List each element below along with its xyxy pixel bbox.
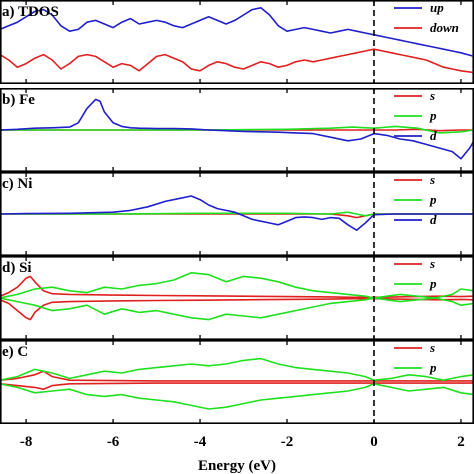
- panel-frame: [0, 339, 474, 424]
- legend-entry-d: d: [394, 212, 437, 227]
- panel-label: e) C: [2, 344, 28, 360]
- x-tick-label: -6: [107, 434, 120, 450]
- x-tick-label: 0: [370, 434, 378, 450]
- legend-label: up: [430, 0, 444, 15]
- series-line-p_down: [0, 297, 474, 321]
- panel-frame: [0, 88, 474, 173]
- legend-entry-p: p: [394, 108, 437, 123]
- legend-entry-s: s: [394, 340, 435, 355]
- x-tick-label: -4: [194, 434, 207, 450]
- legend-entry-s: s: [394, 256, 435, 271]
- panel-2: b) Fe spd: [0, 88, 474, 173]
- series-line-p_down: [0, 383, 474, 410]
- legend-label: p: [429, 108, 437, 123]
- panel-1: a) TDOS up down: [0, 0, 474, 85]
- panel-label: b) Fe: [2, 92, 35, 108]
- legend-label: d: [430, 212, 437, 227]
- legend-label: p: [429, 192, 437, 207]
- series-line-d: [0, 98, 474, 160]
- panel-frame: [0, 255, 474, 340]
- legend-label: s: [429, 88, 435, 103]
- series-line-up: [0, 7, 474, 58]
- legend-label: s: [429, 256, 435, 271]
- legend-entry-p: p: [394, 276, 437, 291]
- x-axis-title: Energy (eV): [198, 458, 276, 474]
- series-line-down: [0, 48, 474, 74]
- x-tick-label: 2: [457, 434, 465, 450]
- panel-label: c) Ni: [2, 176, 32, 192]
- series-line-p: [0, 125, 474, 134]
- legend-entry-p: p: [394, 192, 437, 207]
- series-line-s_down: [0, 297, 474, 321]
- legend-entry-s: s: [394, 172, 435, 187]
- panel-5: e) C sp: [0, 339, 474, 424]
- legend-label: p: [429, 360, 437, 375]
- panel-3: c) Ni spd: [0, 172, 474, 257]
- legend-entry-down: down: [394, 20, 459, 35]
- series-line-s: [0, 275, 474, 299]
- series-line-p: [0, 357, 474, 381]
- legend-label: down: [430, 20, 459, 35]
- panel-frame: [0, 172, 474, 257]
- series-line-s_down: [0, 382, 474, 390]
- legend-entry-p: p: [394, 360, 437, 375]
- legend-label: s: [429, 340, 435, 355]
- panel-label: d) Si: [2, 260, 32, 276]
- series-line-s: [0, 370, 474, 382]
- series-line-p: [0, 211, 474, 217]
- series-line-p: [0, 272, 474, 299]
- x-tick-label: -2: [281, 434, 294, 450]
- series-line-d: [0, 195, 474, 231]
- legend-entry-up: up: [394, 0, 444, 15]
- panel-label: a) TDOS: [2, 4, 59, 20]
- panel-4: d) Si sp: [0, 255, 474, 340]
- legend-entry-d: d: [394, 128, 437, 143]
- x-axis: -8 -6 -4 -2 0 2 Energy (eV): [20, 434, 465, 474]
- legend-entry-s: s: [394, 88, 435, 103]
- legend-label: s: [429, 172, 435, 187]
- legend-label: p: [429, 276, 437, 291]
- legend-label: d: [430, 128, 437, 143]
- x-tick-label: -8: [20, 434, 33, 450]
- panel-frame: [0, 0, 474, 85]
